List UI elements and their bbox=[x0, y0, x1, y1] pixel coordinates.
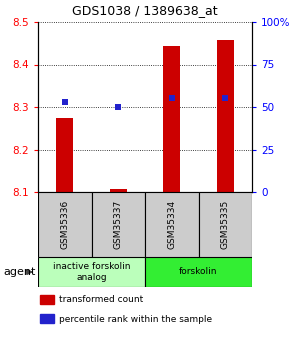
Bar bbox=[145, 257, 252, 287]
Bar bbox=[198, 192, 252, 257]
Text: percentile rank within the sample: percentile rank within the sample bbox=[59, 315, 213, 324]
Bar bbox=[40, 314, 54, 323]
Text: inactive forskolin
analog: inactive forskolin analog bbox=[53, 262, 130, 282]
Bar bbox=[38, 257, 145, 287]
Bar bbox=[163, 46, 180, 192]
Bar bbox=[38, 192, 92, 257]
Bar bbox=[145, 192, 198, 257]
Bar bbox=[56, 118, 73, 192]
Text: GSM35337: GSM35337 bbox=[114, 200, 123, 249]
Text: GSM35336: GSM35336 bbox=[60, 200, 69, 249]
Bar bbox=[40, 295, 54, 304]
Bar bbox=[110, 189, 127, 192]
Bar bbox=[92, 192, 145, 257]
Text: GSM35335: GSM35335 bbox=[221, 200, 230, 249]
Text: forskolin: forskolin bbox=[179, 267, 218, 276]
Bar bbox=[217, 40, 234, 192]
Text: GSM35334: GSM35334 bbox=[167, 200, 176, 249]
Text: transformed count: transformed count bbox=[59, 296, 144, 305]
Text: GDS1038 / 1389638_at: GDS1038 / 1389638_at bbox=[72, 4, 218, 17]
Text: agent: agent bbox=[3, 267, 35, 277]
